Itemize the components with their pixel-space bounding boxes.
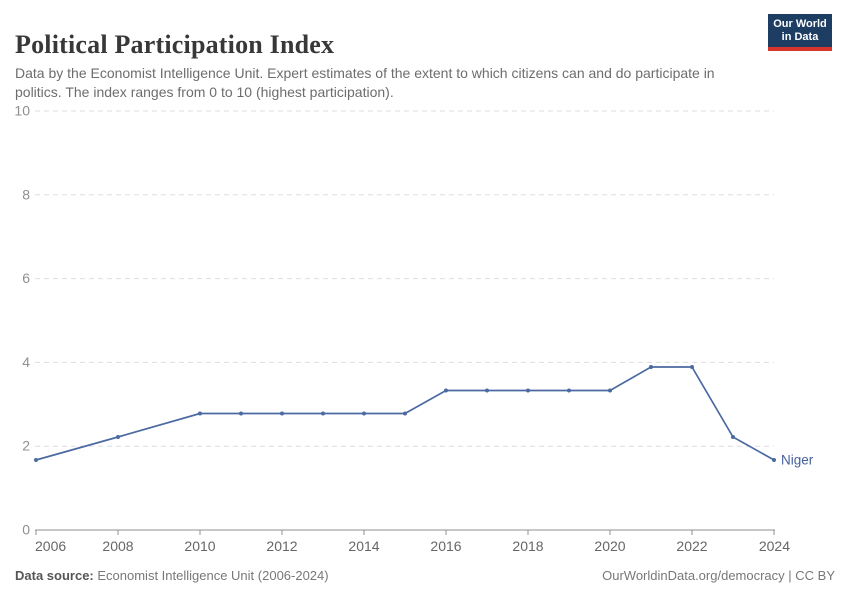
- x-axis-tick-label-2008: 2008: [102, 538, 133, 554]
- data-point-niger-2019[interactable]: [567, 388, 571, 393]
- y-axis-tick-label-4: 4: [22, 354, 30, 370]
- data-point-niger-2014[interactable]: [362, 411, 366, 416]
- owid-logo-line2: in Data: [781, 31, 819, 43]
- data-point-niger-2013[interactable]: [321, 411, 325, 416]
- x-axis-tick-label-2020: 2020: [594, 538, 625, 554]
- chart-subtitle: Data by the Economist Intelligence Unit.…: [15, 65, 715, 100]
- chart-footer: Data source: Economist Intelligence Unit…: [15, 568, 835, 583]
- data-source-label: Data source:: [15, 568, 94, 583]
- x-axis-tick-label-2016: 2016: [430, 538, 461, 554]
- y-axis-tick-label-8: 8: [22, 186, 30, 202]
- data-point-niger-2023[interactable]: [731, 434, 735, 439]
- data-source-note: Data source: Economist Intelligence Unit…: [15, 568, 329, 583]
- data-point-niger-2011[interactable]: [239, 411, 243, 416]
- attribution-link[interactable]: OurWorldinData.org/democracy | CC BY: [602, 568, 835, 583]
- owid-logo-stripe: [768, 47, 832, 51]
- x-axis-tick-label-2024: 2024: [759, 538, 790, 554]
- owid-logo-text: Our World in Data: [768, 14, 832, 47]
- data-point-niger-2020[interactable]: [608, 388, 612, 393]
- series-label-niger[interactable]: Niger: [781, 453, 814, 468]
- line-chart: 0 2 4 6 8 10 2006 2008 2010 2012 2014 2016 2018 2020 2…: [14, 103, 814, 555]
- x-axis-tick-label-2006: 2006: [35, 538, 66, 554]
- data-point-niger-2012[interactable]: [280, 411, 284, 416]
- data-point-niger-2021[interactable]: [649, 365, 653, 370]
- x-axis-tick-label-2018: 2018: [512, 538, 543, 554]
- data-point-niger-2016[interactable]: [444, 388, 448, 393]
- data-point-niger-2017[interactable]: [485, 388, 489, 393]
- owid-logo[interactable]: Our World in Data: [768, 14, 832, 51]
- y-axis-tick-label-0: 0: [22, 522, 30, 538]
- y-axis-tick-label-2: 2: [22, 438, 30, 454]
- data-source-value: Economist Intelligence Unit (2006-2024): [93, 568, 329, 583]
- page-title: Political Participation Index: [15, 30, 335, 60]
- x-axis-tick-label-2010: 2010: [184, 538, 215, 554]
- x-axis-tick-label-2022: 2022: [676, 538, 707, 554]
- data-point-niger-2024[interactable]: [772, 458, 776, 463]
- data-point-niger-2022[interactable]: [690, 365, 694, 370]
- data-point-niger-2006[interactable]: [34, 458, 38, 463]
- data-point-niger-2018[interactable]: [526, 388, 530, 393]
- owid-logo-line1: Our World: [773, 18, 827, 30]
- y-axis-tick-label-10: 10: [14, 103, 30, 119]
- x-axis-tick-label-2014: 2014: [348, 538, 379, 554]
- data-point-niger-2015[interactable]: [403, 411, 407, 416]
- x-axis-tick-label-2012: 2012: [266, 538, 297, 554]
- y-axis-tick-label-6: 6: [22, 270, 30, 286]
- data-point-niger-2010[interactable]: [198, 411, 202, 416]
- data-point-niger-2008[interactable]: [116, 434, 120, 439]
